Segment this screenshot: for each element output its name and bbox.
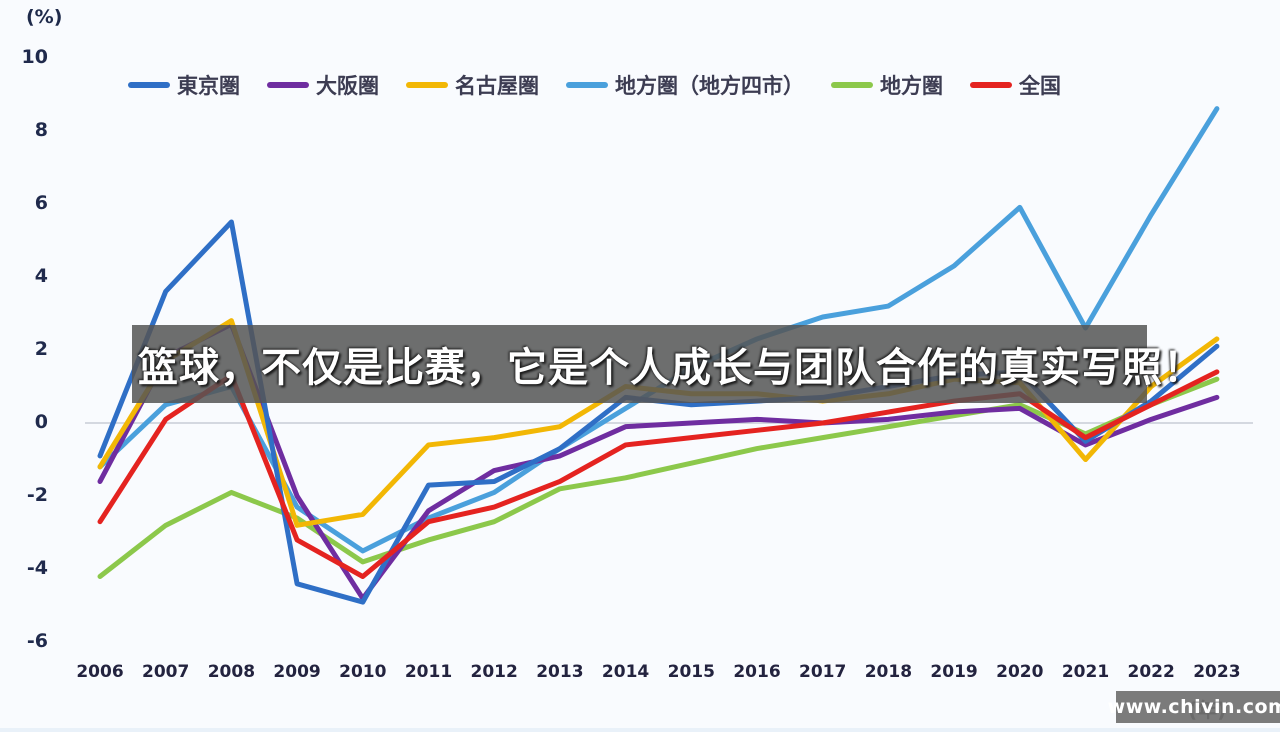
y-tick--4: -4 [26, 557, 48, 580]
watermark-badge: www.chivin.com [1108, 691, 1280, 723]
x-tick-2008: 2008 [207, 662, 256, 682]
y-tick-0: 0 [34, 411, 48, 433]
chart-legend: 東京圏 大阪圏 名古屋圏 地方圏（地方四市） 地方圏 全国 [128, 70, 1061, 100]
series-line-osaka [97, 321, 1220, 601]
legend-label: 大阪圏 [316, 74, 379, 98]
x-tick-2012: 2012 [470, 662, 518, 682]
y-tick-8: 8 [34, 118, 48, 141]
y-tick-10: 10 [21, 45, 48, 68]
legend-line-swatch-icon [267, 82, 309, 88]
x-tick-2015: 2015 [667, 662, 715, 682]
y-tick--6: -6 [26, 630, 48, 653]
bottom-edge-strip [0, 728, 1280, 732]
legend-line-swatch-icon [128, 82, 170, 88]
x-tick-2019: 2019 [930, 662, 978, 682]
legend-label: 東京圏 [177, 74, 240, 98]
legend-label: 地方圏 [880, 74, 943, 98]
y-tick-4: 4 [34, 264, 48, 287]
legend-item-tokyo: 東京圏 [128, 70, 240, 100]
x-tick-2023: 2023 [1193, 662, 1241, 682]
overlay-text-banner: 篮球，不仅是比赛，它是个人成长与团队合作的真实写照！ [132, 325, 1203, 403]
legend-label: 全国 [1019, 74, 1061, 98]
x-tick-2010: 2010 [339, 662, 387, 682]
x-tick-2006: 2006 [76, 662, 124, 682]
x-tick-2016: 2016 [733, 662, 781, 682]
x-tick-2011: 2011 [404, 662, 453, 682]
x-tick-2021: 2021 [1061, 662, 1110, 682]
overlay-banner-text: 篮球，不仅是比赛，它是个人成长与团队合作的真实写照！ [138, 345, 1204, 391]
legend-line-swatch-icon [831, 82, 873, 88]
legend-label: 名古屋圏 [455, 74, 539, 98]
y-tick-2: 2 [34, 337, 48, 360]
legend-line-swatch-icon [406, 82, 448, 88]
legend-item-zenkoku: 全国 [970, 70, 1061, 100]
legend-item-osaka: 大阪圏 [267, 70, 379, 100]
y-tick-6: 6 [34, 191, 48, 214]
legend-line-swatch-icon [970, 82, 1012, 88]
legend-line-swatch-icon [566, 82, 608, 88]
x-tick-2013: 2013 [536, 662, 584, 682]
watermark-text: www.chivin.com [1107, 696, 1280, 718]
x-tick-2022: 2022 [1127, 662, 1175, 682]
x-tick-2020: 2020 [996, 662, 1044, 682]
x-tick-2018: 2018 [864, 662, 913, 682]
y-axis-unit-label: (%) [26, 6, 63, 28]
x-tick-2009: 2009 [273, 662, 321, 682]
legend-item-nagoya: 名古屋圏 [406, 70, 539, 100]
legend-label: 地方圏（地方四市） [615, 74, 804, 98]
legend-item-chihou4: 地方圏（地方四市） [566, 70, 804, 100]
y-tick--2: -2 [26, 484, 48, 507]
legend-item-chihou: 地方圏 [831, 70, 943, 100]
x-tick-2007: 2007 [142, 662, 190, 682]
x-tick-2014: 2014 [601, 662, 650, 682]
x-tick-2017: 2017 [799, 662, 847, 682]
